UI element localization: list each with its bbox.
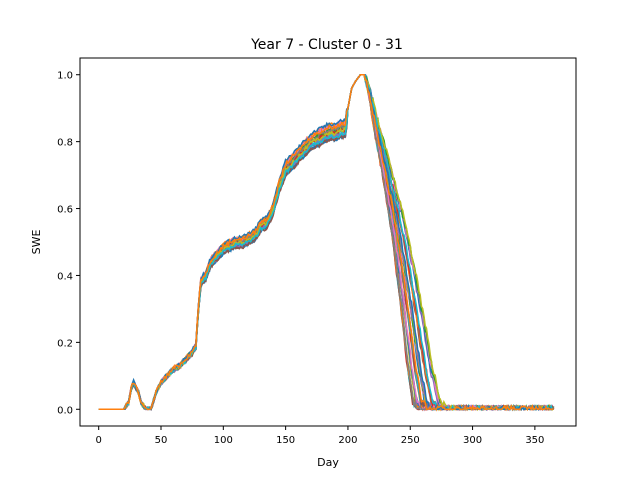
y-tick-label: 1.0: [57, 71, 73, 82]
y-tick-label: 0.2: [57, 338, 73, 349]
x-tick-label: 100: [214, 435, 233, 446]
x-tick-label: 200: [338, 435, 357, 446]
x-tick-label: 150: [276, 435, 295, 446]
x-axis-ticks: 0 50 100 150 200 250 300 350: [96, 426, 544, 446]
x-tick-label: 0: [96, 435, 102, 446]
y-axis-label: SWE: [30, 230, 43, 255]
x-tick-label: 300: [463, 435, 482, 446]
x-tick-label: 250: [401, 435, 420, 446]
y-tick-label: 0.8: [57, 138, 73, 149]
y-tick-label: 0.4: [57, 271, 73, 282]
plot-frame: [79, 57, 577, 427]
x-axis-label: Day: [317, 456, 339, 469]
chart-title: Year 7 - Cluster 0 - 31: [250, 37, 403, 53]
series-lines: [98, 73, 555, 412]
x-tick-label: 50: [155, 435, 168, 446]
y-tick-label: 0.6: [57, 205, 73, 216]
series-line: [98, 73, 554, 412]
y-tick-label: 0.0: [57, 405, 73, 416]
y-axis-ticks: 0.0 0.2 0.4 0.6 0.8 1.0: [57, 71, 80, 416]
x-tick-label: 350: [525, 435, 544, 446]
